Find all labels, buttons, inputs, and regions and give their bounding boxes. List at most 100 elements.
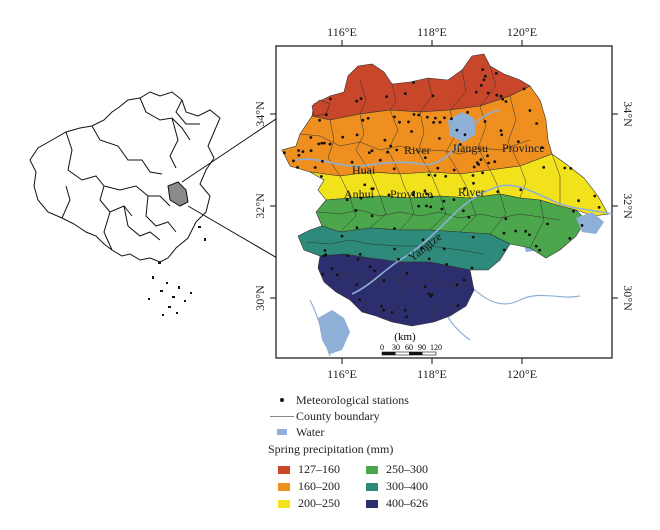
class-swatch <box>278 482 290 491</box>
station-dot <box>462 278 466 282</box>
station-dot <box>504 100 508 103</box>
station-dot <box>597 206 601 209</box>
legend-water: Water <box>268 424 528 440</box>
station-dot <box>366 116 370 120</box>
label-anhui: Anhui <box>344 187 375 201</box>
station-dot <box>502 231 506 235</box>
lat-label-34-right: 34°N <box>621 101 635 127</box>
class-swatch <box>278 499 290 508</box>
station-dot <box>398 120 401 124</box>
station-dot <box>436 166 440 170</box>
station-dot <box>282 151 286 155</box>
station-dot <box>431 94 435 98</box>
scale-tick-0: 0 <box>380 343 384 352</box>
station-dot <box>318 118 321 122</box>
station-dot <box>538 248 541 252</box>
station-dot <box>412 191 415 194</box>
station-dot <box>593 194 597 198</box>
station-dot <box>495 93 499 97</box>
class-swatch <box>366 465 378 474</box>
scale-bar: (km) 0 30 60 90 120 <box>380 331 442 356</box>
station-dot <box>421 238 425 242</box>
station-dot <box>373 269 377 273</box>
class-label: 127–160 <box>298 462 340 476</box>
station-dot <box>322 254 325 258</box>
station-dot <box>475 161 479 165</box>
station-dot <box>328 142 332 146</box>
station-dot <box>420 246 424 250</box>
station-dot <box>429 205 433 209</box>
station-dot <box>385 95 388 98</box>
station-dot <box>472 165 476 169</box>
lat-label-32-right: 32°N <box>621 193 635 219</box>
station-dot <box>397 257 400 261</box>
station-dot <box>321 159 324 163</box>
station-dot <box>297 153 301 157</box>
station-dot <box>500 133 504 137</box>
station-dot <box>350 160 354 164</box>
latitude-labels-left: 34°N 32°N 30°N <box>253 101 267 311</box>
station-dot <box>519 188 523 192</box>
station-dot <box>359 196 363 200</box>
scale-tick-120: 120 <box>430 343 442 352</box>
station-dot <box>323 141 326 145</box>
longitude-labels-top: 116°E 118°E 120°E <box>327 25 537 39</box>
station-dot <box>336 273 339 277</box>
station-dot <box>433 174 437 177</box>
station-dot <box>425 192 428 196</box>
station-dot <box>479 158 483 162</box>
station-dot <box>438 137 441 140</box>
boundary-line-icon <box>268 415 296 417</box>
station-dot <box>466 110 469 114</box>
station-dot <box>427 292 431 296</box>
station-dot <box>514 229 518 233</box>
legend-county: County boundary <box>268 408 528 424</box>
station-dot <box>499 94 503 98</box>
station-dot <box>423 285 427 289</box>
label-river-yangtze: River <box>458 185 485 199</box>
station-dot <box>442 199 446 203</box>
station-dot <box>389 144 393 148</box>
station-dot <box>471 174 475 177</box>
station-dot <box>494 72 498 75</box>
lat-label-34-left: 34°N <box>253 101 267 127</box>
station-dot <box>313 166 317 169</box>
legend-class: 127–160 <box>268 462 356 477</box>
station-dot <box>462 209 465 213</box>
station-dot <box>569 167 573 170</box>
station-dot <box>463 187 467 190</box>
legend-class: 400–626 <box>356 496 456 511</box>
zone-edge-north <box>311 99 331 117</box>
water-swatch-icon <box>268 429 296 435</box>
station-dot <box>346 254 350 258</box>
station-dot <box>329 97 332 101</box>
zone-400-626 <box>317 253 475 327</box>
station-dot <box>324 113 328 117</box>
class-swatch <box>366 499 378 508</box>
station-dot <box>430 293 434 296</box>
station-dot <box>434 116 437 120</box>
class-label: 400–626 <box>386 496 428 510</box>
legend-county-label: County boundary <box>296 408 380 423</box>
station-dot <box>425 115 429 119</box>
station-dot <box>572 209 575 213</box>
lat-label-32-left: 32°N <box>253 193 267 219</box>
station-dot <box>324 253 328 257</box>
station-dot <box>455 283 459 286</box>
station-dot <box>481 171 484 175</box>
station-dot <box>390 311 394 314</box>
station-dot <box>534 244 538 248</box>
label-province-anhui: Province <box>390 187 433 201</box>
station-dot <box>301 150 305 154</box>
station-dot <box>292 159 295 163</box>
station-dot <box>444 174 448 178</box>
station-dot <box>486 154 489 158</box>
station-dot <box>522 87 526 91</box>
label-huai: Huai <box>352 163 376 177</box>
station-dot <box>405 272 409 275</box>
station-dot <box>577 199 580 203</box>
station-dot <box>393 247 396 251</box>
station-dot <box>535 122 539 125</box>
legend-class: 250–300 <box>356 462 456 477</box>
